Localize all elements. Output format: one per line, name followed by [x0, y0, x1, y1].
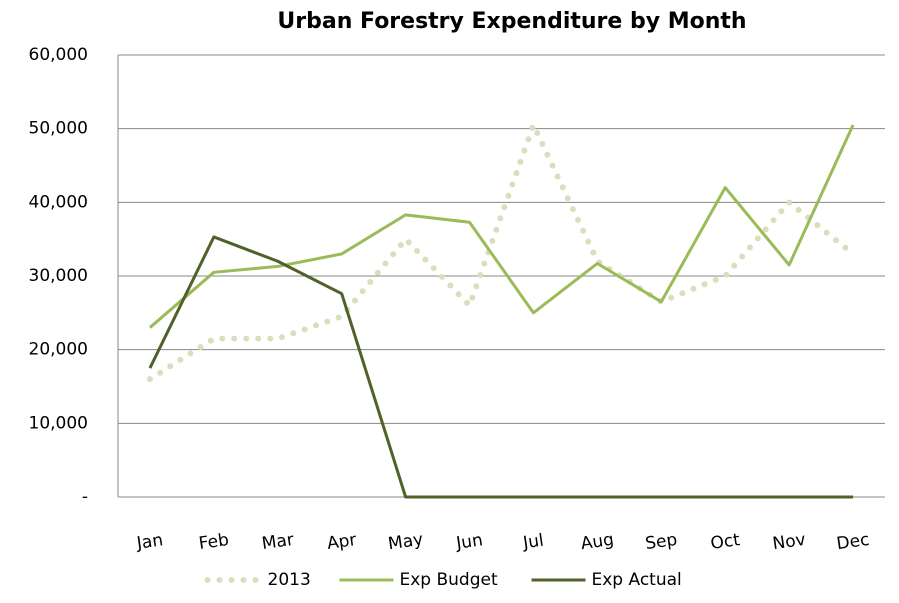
x-tick-label: Sep	[644, 530, 679, 554]
y-tick-label: 30,000	[29, 266, 88, 286]
y-tick-label: 20,000	[29, 340, 88, 360]
y-tick-label: 60,000	[29, 45, 88, 65]
x-tick-label: Jul	[521, 531, 545, 554]
legend-label: Exp Budget	[400, 570, 498, 590]
chart-title: Urban Forestry Expenditure by Month	[277, 9, 746, 34]
x-tick-label: Dec	[835, 530, 870, 554]
x-tick-label: May	[387, 530, 425, 555]
x-tick-label: Feb	[198, 530, 231, 554]
x-tick-label: Mar	[261, 530, 296, 554]
y-tick-label: 40,000	[29, 192, 88, 212]
x-tick-label: Apr	[326, 530, 358, 554]
y-tick-label: 50,000	[29, 119, 88, 139]
legend-label: 2013	[268, 570, 311, 590]
x-tick-label: Nov	[771, 530, 807, 554]
series-line	[148, 124, 855, 329]
y-tick-label: -	[82, 487, 88, 507]
x-tick-label: Oct	[709, 530, 741, 554]
series-line	[148, 235, 854, 499]
x-tick-label: Jun	[454, 530, 484, 554]
x-tick-label: Aug	[580, 530, 616, 554]
x-tick-label: Jan	[135, 530, 165, 554]
y-tick-label: 10,000	[29, 413, 88, 433]
series-line	[146, 121, 857, 383]
legend-label: Exp Actual	[592, 570, 682, 590]
